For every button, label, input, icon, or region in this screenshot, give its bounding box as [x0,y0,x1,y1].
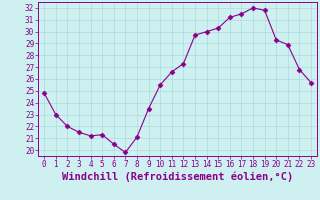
X-axis label: Windchill (Refroidissement éolien,°C): Windchill (Refroidissement éolien,°C) [62,172,293,182]
